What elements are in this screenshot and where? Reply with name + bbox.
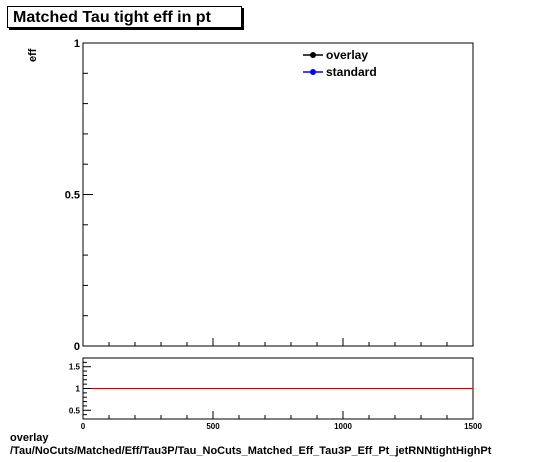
ratio-plot-tick-labels: 0.5 1 1.5 0 500 1000 1500 [69, 363, 483, 431]
chart-title: Matched Tau tight eff in pt [7, 6, 242, 28]
legend-marker-overlay [310, 52, 316, 58]
legend-label-standard: standard [326, 65, 377, 79]
main-plot-frame [82, 42, 474, 347]
y-tick-label: 0.5 [65, 190, 80, 202]
ratio-plot-ticks [82, 361, 474, 419]
footer-line-2: /Tau/NoCuts/Matched/Eff/Tau3P/Tau_NoCuts… [10, 445, 492, 457]
footer-text: overlay /Tau/NoCuts/Matched/Eff/Tau3P/Ta… [10, 432, 491, 458]
main-plot-tick-labels: 00.51 [65, 38, 80, 353]
ratio-x-tick-label: 0 [81, 422, 86, 431]
legend-marker-standard [310, 69, 316, 75]
y-tick-label: 1 [74, 38, 80, 50]
ratio-plot: 0.5 1 1.5 0 500 1000 1500 [69, 357, 483, 431]
ratio-x-tick-label: 1500 [464, 422, 482, 431]
footer-line-1: overlay [10, 432, 49, 444]
ratio-x-tick-label: 500 [206, 422, 220, 431]
ratio-y-tick-label: 1 [76, 385, 81, 394]
ratio-y-tick-label: 1.5 [69, 363, 81, 372]
ratio-y-tick-label: 0.5 [69, 406, 81, 415]
y-tick-label: 0 [74, 341, 80, 353]
ratio-x-tick-label: 1000 [334, 422, 352, 431]
legend: overlay standard [303, 48, 377, 79]
legend-label-overlay: overlay [326, 48, 368, 62]
main-plot-ticks [82, 42, 474, 347]
